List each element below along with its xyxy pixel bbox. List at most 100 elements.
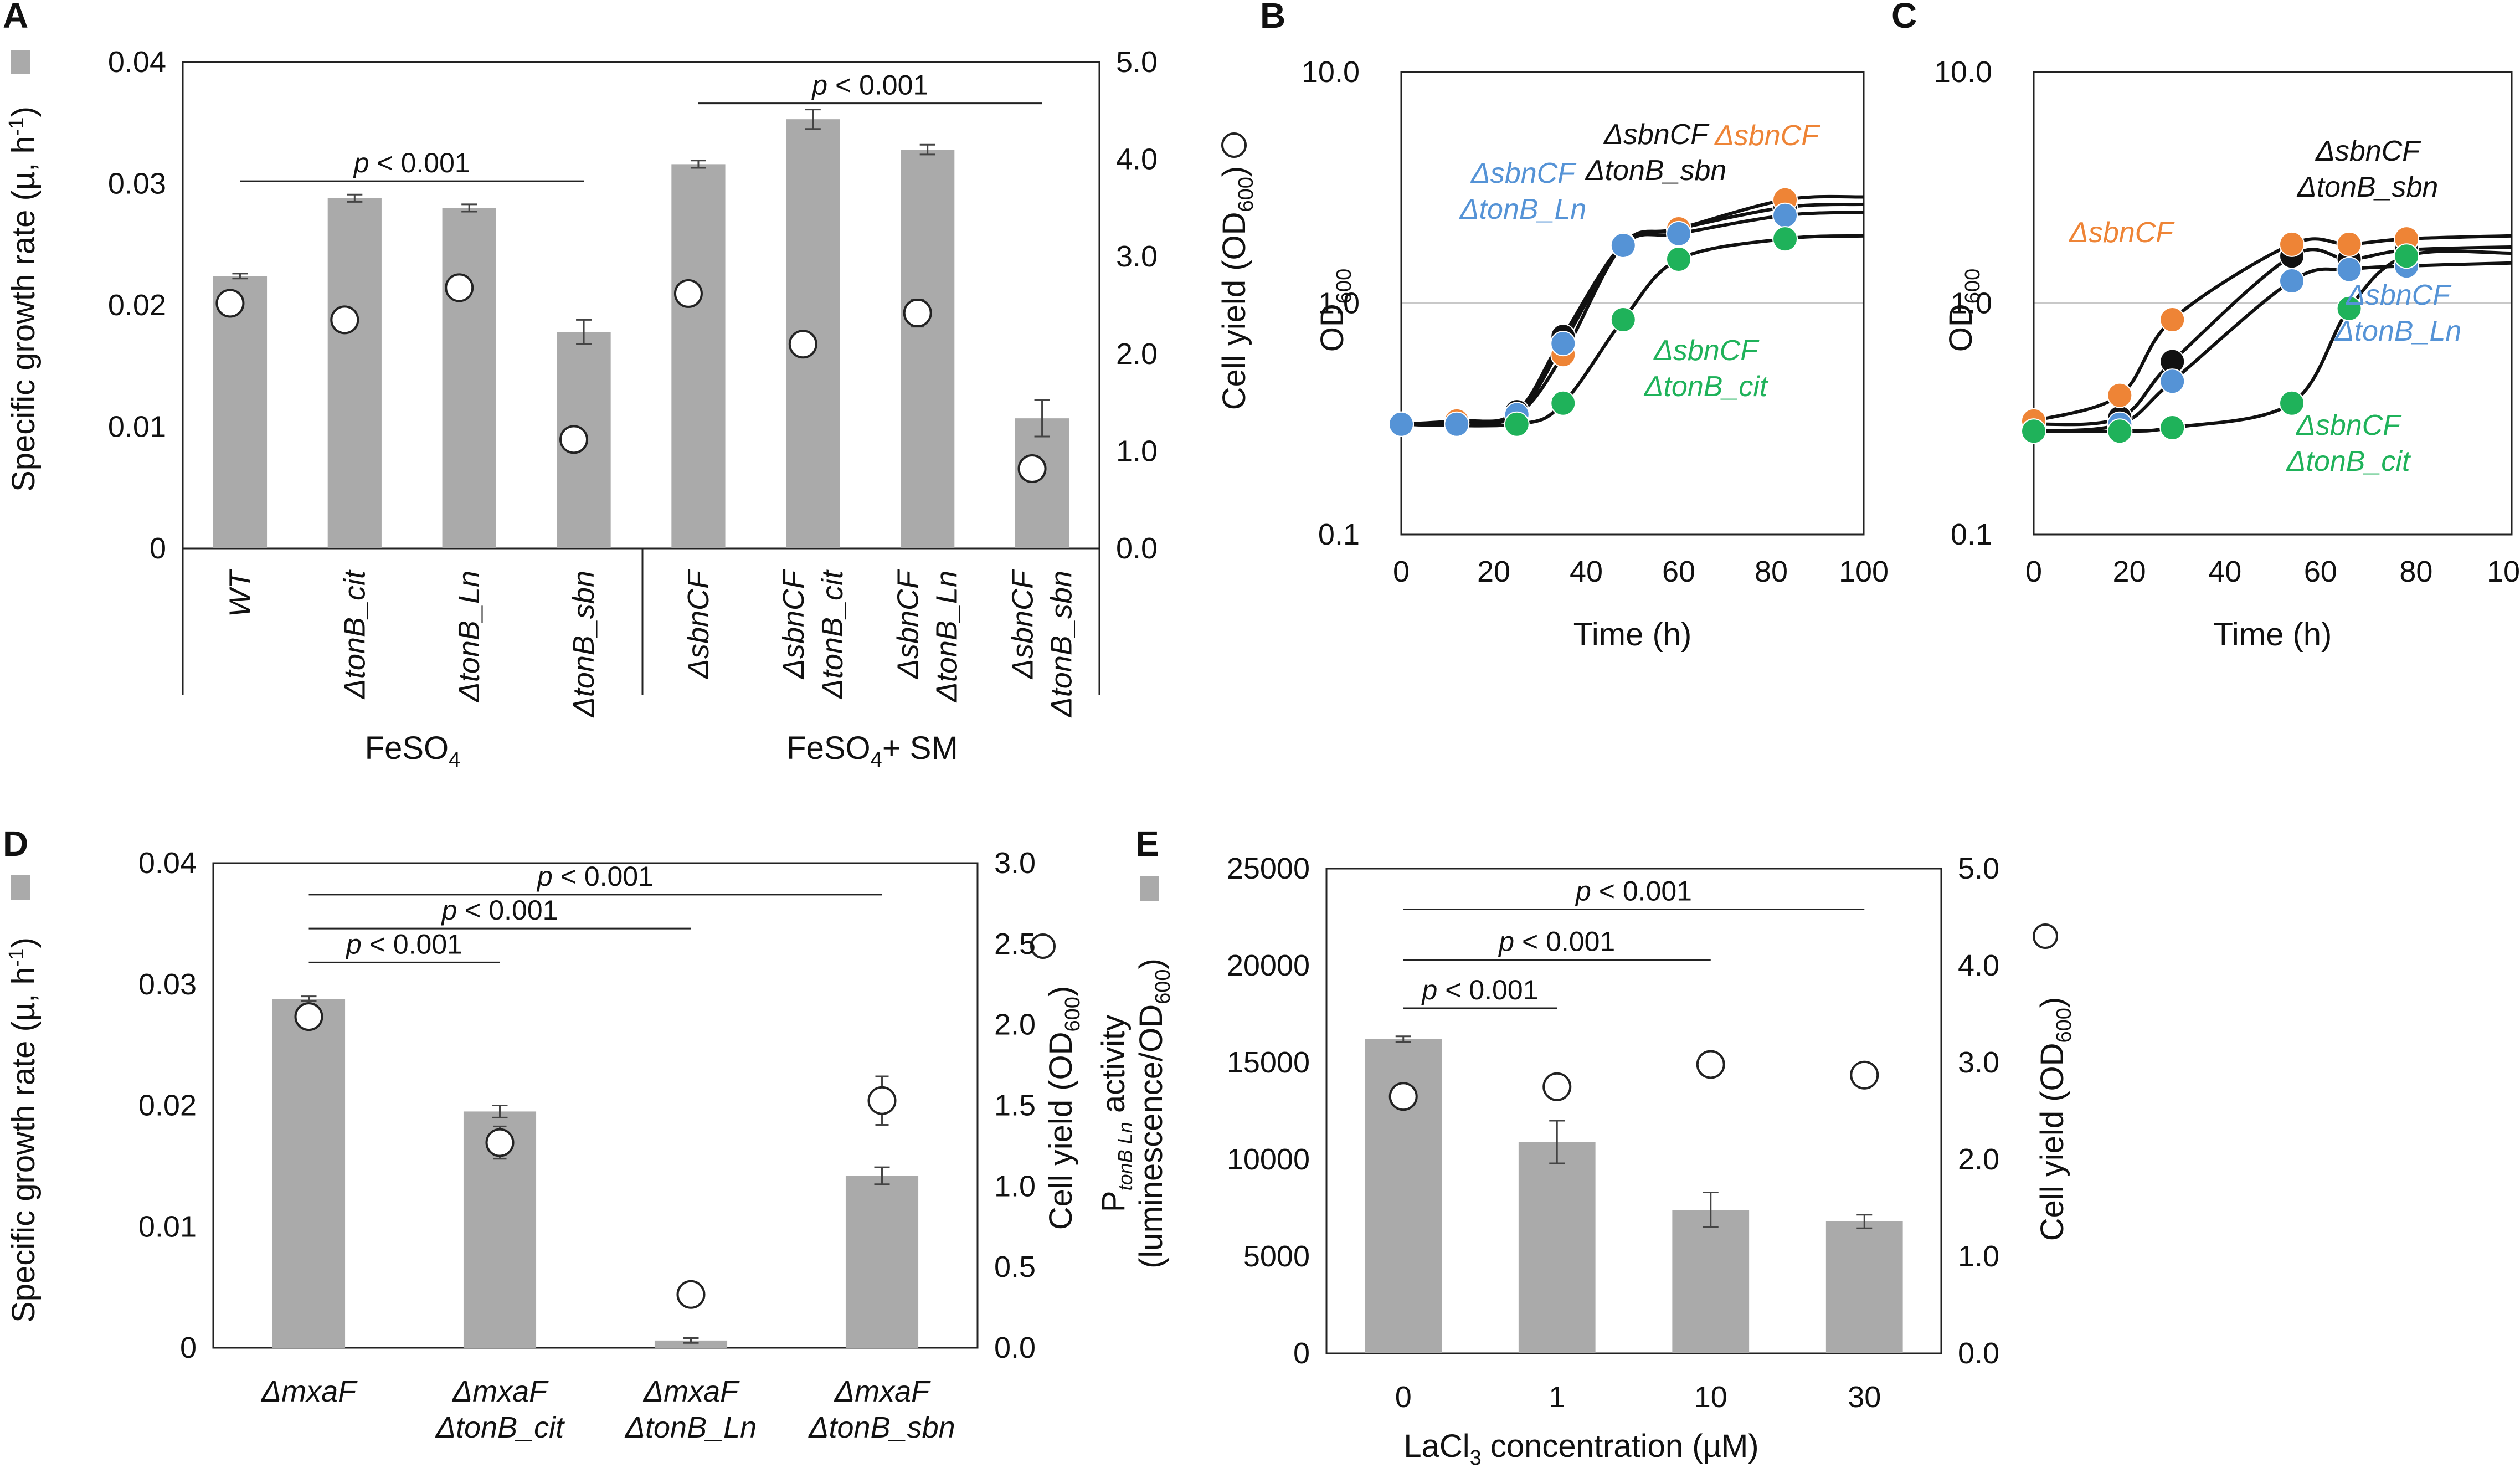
panel-b-series-label-blue: ΔtonB_Ln [1459,193,1587,225]
panel-d: D Specific growth rate (µ, h-1) Cell yie… [3,824,1084,1444]
panel-c-series-label-black: ΔtonB_sbn [2296,171,2439,203]
panel-a-significance-label: p < 0.001 [811,70,928,101]
panel-b-xtick-label: 20 [1477,555,1510,588]
panel-b-xtick-label: 80 [1755,555,1788,588]
panel-b-series-label-black: ΔtonB_sbn [1585,155,1727,187]
panel-a-plot: 0 0.01 0.02 0.03 0.04 0.0 1.0 2.0 3.0 4.0 5.0 p < 0… [108,45,1158,772]
panel-a-yield-point [330,305,359,335]
panel-d-yield-point [485,1128,515,1157]
panel-e-significance-label: p < 0.001 [1575,876,1692,907]
panel-a-category-label: ΔsbnCF [682,569,715,680]
panel-a-category-label: ΔtonB_cit [338,569,371,700]
panel-a-group-label: FeSO4+ SM [786,730,958,772]
panel-a-category-label: ΔsbnCF [1006,569,1040,680]
panel-c-series-label-orange: ΔsbnCF [2068,217,2175,249]
panel-b-xtick-label: 40 [1570,555,1603,588]
panel-a-yield-point [788,330,817,359]
panel-a-category-label: ΔtonB_Ln [930,571,964,703]
panel-a-ytick-label: 0.01 [108,410,166,444]
panel-c-point-green [2107,418,2133,444]
panel-a-category-label: ΔtonB_sbn [1045,571,1078,718]
panel-d-left-axis-label: Specific growth rate (µ, h-1) [5,937,42,1323]
panel-a-category-label: ΔtonB_sbn [567,571,600,718]
svg-text:LaCl3 concentration (µM): LaCl3 concentration (µM) [1403,1428,1758,1470]
panel-d-y2tick-label: 1.5 [994,1089,1036,1122]
panel-a-category-label: WT [223,568,256,617]
panel-b-letter: B [1260,0,1285,35]
panel-c-series-label-blue: ΔtonB_Ln [2334,315,2462,347]
panel-b-point-green [1772,226,1798,252]
panel-d-significance-label: p < 0.001 [345,928,462,959]
panel-a-yield-point [903,299,932,328]
panel-c-point-green [2394,243,2420,269]
panel-e-category-label: 1 [1549,1380,1565,1414]
panel-d-legend-bar-swatch [11,875,30,900]
panel-b: B OD600 0 20 40 60 80 100 0.1 1.0 10.0 Time (h) Δs… [1260,0,1889,653]
panel-e-ylabel-line1: PtonB Ln activity [1096,1015,1136,1212]
panel-e-significance-label: p < 0.001 [1498,926,1615,957]
panel-e-legend-circle-swatch [2033,923,2058,949]
panel-a-ylabel: Specific growth rate (µ, h-1) [5,106,42,492]
panel-d-yield-point [867,1086,897,1115]
panel-e-yield-point [1542,1072,1572,1101]
panel-e-plot-frame [1325,868,1942,1354]
panel-a-category-label: ΔtonB_cit [816,569,849,700]
panel-e-yield-point [1388,1082,1418,1111]
panel-d-yield-point [294,1002,323,1031]
panel-d-yield-point [676,1280,706,1309]
panel-a-ytick-label: 0.03 [108,167,166,201]
panel-e: E PtonB Ln activity (luminescence/OD600)… [1096,824,2076,1470]
panel-c-ytick-label: 10.0 [1934,55,1992,89]
panel-a-y2label: Cell yield (OD600) [1216,166,1258,410]
panel-b-point-blue [1772,202,1798,228]
panel-c-letter: C [1891,0,1917,35]
panel-d-letter: D [3,824,28,864]
panel-e-ytick-label: 5000 [1243,1240,1310,1273]
panel-c-plot-frame [2033,71,2513,536]
panel-e-yield-point [1696,1050,1725,1079]
panel-d-ytick-label: 0.03 [138,968,197,1001]
panel-b-point-blue [1610,232,1636,258]
panel-b-point-green [1550,390,1576,416]
panel-b-plot-frame [1400,71,1865,536]
panel-c-point-orange [2107,382,2133,408]
panel-e-bar [1518,1142,1596,1353]
panel-b-point-green [1610,306,1636,332]
panel-d-significance-label: p < 0.001 [441,895,558,926]
panel-b-ytick-label: 1.0 [1318,287,1360,320]
panel-d-y2tick-label: 0.5 [994,1250,1036,1284]
panel-c-plot: 0 20 40 60 80 100 0.1 1.0 10.0 Time (h) ΔsbnCF Δsbn… [1934,55,2520,653]
panel-a-ytick-label: 0.04 [108,45,166,79]
panel-e-y2tick-label: 5.0 [1958,852,1999,885]
panel-d-ytick-label: 0.04 [138,846,197,880]
panel-e-y2label: Cell yield (OD600) [2034,997,2076,1241]
panel-e-significance-label: p < 0.001 [1421,974,1539,1005]
panel-c-xtick-label: 60 [2304,555,2337,588]
panel-c-series-label-green: ΔtonB_cit [2286,445,2411,478]
panel-a-yield-point [215,289,245,318]
panel-c-xtick-label: 40 [2208,555,2241,588]
panel-d-y2label: Cell yield (OD600) [1043,986,1084,1230]
panel-d-y2tick-label: 2.5 [994,927,1036,961]
panel-c-ytick-label: 1.0 [1951,287,1992,320]
panel-a-group-label: FeSO4 [365,730,461,772]
panel-c-ytick-label: 0.1 [1951,518,1992,551]
panel-a-y2tick-label: 1.0 [1116,434,1158,468]
panel-e-category-label: 10 [1694,1380,1727,1414]
panel-a-left-axis-label: Specific growth rate (µ, h-1) [5,106,42,492]
panel-d-category-label: ΔmxaF [451,1375,549,1408]
panel-e-ytick-label: 20000 [1227,949,1310,982]
panel-e-y2tick-label: 3.0 [1958,1046,1999,1079]
panel-b-point-blue [1550,331,1576,357]
panel-b-point-blue [1388,411,1414,437]
panel-e-category-label: 30 [1848,1380,1881,1414]
panel-d-bar [272,999,346,1348]
panel-e-category-label: 0 [1395,1380,1412,1414]
panel-d-category-label: ΔtonB_Ln [624,1411,757,1444]
panel-a-yield-point [445,273,474,302]
panel-e-xlabel: LaCl3 concentration (µM) [1403,1428,1758,1470]
panel-c-point-blue [2336,256,2362,283]
panel-c-point-green [2021,418,2046,444]
panel-e-yield-point [1850,1060,1879,1090]
